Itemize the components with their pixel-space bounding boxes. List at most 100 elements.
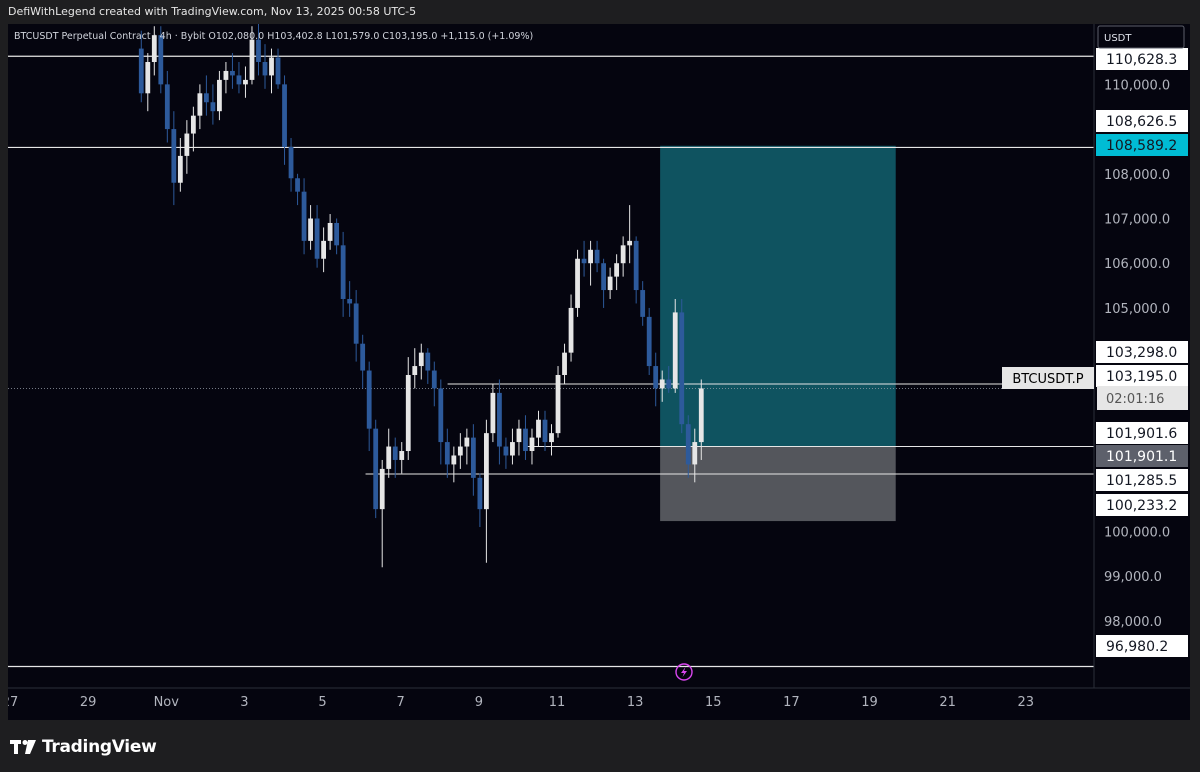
candle-body [184,133,190,156]
countdown-text: 02:01:16 [1106,392,1164,407]
candle-body [503,446,509,456]
price-tag-text: 108,626.5 [1106,114,1177,130]
countdown-label: 02:01:16 [1097,386,1188,410]
stop-zone[interactable] [660,446,896,522]
price-tag-text: 103,195.0 [1106,369,1177,385]
tradingview-logo-icon [10,740,36,754]
price-tick-label: 106,000.0 [1104,257,1170,272]
candle-body [679,312,685,425]
candle-body [555,375,561,434]
time-axis-ticks[interactable]: 27 29 Nov 3 5 7 9 11 13 15 17 19 21 23 [8,695,1034,710]
candle-body [483,433,489,510]
candle-body [477,477,483,510]
candle-body [536,419,541,438]
candle-body [431,370,437,389]
price-tick-label: 105,000.0 [1104,302,1170,317]
price-tag: 110,628.3 [1096,48,1188,70]
price-tick-label: 99,000.0 [1104,570,1162,585]
candle-body [217,79,222,112]
candle-body [640,290,646,317]
currency-button[interactable]: USDT [1097,25,1185,49]
candle-body [308,218,313,241]
candle-body [659,379,665,389]
candles [138,24,704,568]
tradingview-logo-text: TradingView [42,737,157,757]
candle-body [366,370,372,429]
candle-body [314,218,320,259]
price-tag: 101,901.6 [1096,422,1188,444]
candle-body [470,437,476,478]
candle-body [373,428,379,510]
time-tick-label: 21 [939,695,956,710]
long-position-tool[interactable] [660,145,896,522]
price-tag: 103,195.0 [1096,365,1188,387]
price-tick-label: 108,000.0 [1104,168,1170,183]
candle-body [340,245,346,299]
candle-body [490,392,496,434]
candle-body [353,303,359,344]
price-tag-text: 108,589.2 [1106,138,1177,154]
candle-body [151,35,157,63]
candle-body [334,222,340,246]
candle-body [698,388,704,443]
candle-body [243,79,248,85]
time-tick-label: 17 [783,695,800,710]
candle-body [516,428,522,443]
candle-body [497,392,502,447]
price-tag-text: 110,628.3 [1106,52,1177,68]
chart-canvas[interactable]: 110,000.0 108,000.0 107,000.0 106,000.0 105,… [8,24,1190,720]
candle-body [197,93,203,116]
candle-body [594,249,600,264]
price-tag-text: 101,901.1 [1106,449,1177,465]
candle-body [562,352,567,376]
candle-body [418,352,424,367]
candle-body [145,62,151,94]
candle-body [327,222,333,241]
candle-body [581,258,587,264]
candle-body [288,146,294,179]
candle-body [262,62,268,76]
candle-body [399,451,405,460]
candle-body [607,276,613,291]
price-tag: 103,298.0 [1096,341,1188,363]
time-tick-label: 5 [318,695,326,710]
candle-body [236,75,242,85]
candle-body [301,191,307,241]
price-tag-text: 101,285.5 [1106,473,1177,489]
candle-body [601,263,607,291]
price-tag: 108,626.5 [1096,110,1188,132]
tradingview-logo[interactable]: TradingView [10,736,157,758]
top-bar: DefiWithLegend created with TradingView.… [0,0,1200,24]
candle-body [392,446,398,460]
candle-body [269,57,274,76]
candle-body [282,84,287,147]
candle-body [614,263,620,277]
candle-body [568,307,574,353]
lightning-icon[interactable] [675,663,693,681]
candle-body [627,240,633,246]
target-zone[interactable] [660,145,896,447]
time-tick-label: 15 [705,695,722,710]
candle-body [575,258,580,308]
candle-body [249,39,255,80]
symbol-label: BTCUSDT.P [1012,372,1083,387]
candle-body [529,437,535,452]
candle-body [672,312,678,389]
candle-body [360,343,366,371]
candle-body [190,115,196,134]
candle-body [464,437,470,447]
currency-label[interactable]: USDT [1104,33,1132,44]
time-tick-label: 11 [549,695,566,710]
candle-body [223,70,229,80]
candle-body [321,240,327,259]
candle-body [588,249,593,264]
candle-body [275,57,281,85]
candle-body [405,375,411,452]
candle-body [412,366,418,376]
symbol-legend[interactable]: BTCUSDT Perpetual Contract · 4h · Bybit … [14,31,533,42]
price-tag-text: 100,233.2 [1106,498,1177,514]
chart-background [8,24,1190,720]
time-tick-label: Nov [154,695,180,710]
time-tick-label: 9 [475,695,483,710]
candle-body [158,35,164,85]
